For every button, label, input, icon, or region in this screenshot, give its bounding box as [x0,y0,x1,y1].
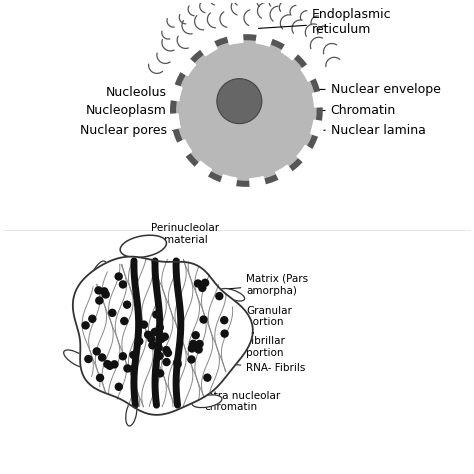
Circle shape [194,345,203,354]
Circle shape [162,346,171,354]
Circle shape [217,79,262,124]
Circle shape [95,296,103,305]
Text: Nucleolus: Nucleolus [106,86,221,99]
Circle shape [98,353,106,362]
Circle shape [157,335,165,343]
Circle shape [220,316,228,324]
Text: Chromatin: Chromatin [303,104,396,117]
Circle shape [156,369,164,378]
Circle shape [120,317,128,325]
Text: RNA- Fibrils: RNA- Fibrils [181,360,306,373]
Circle shape [144,330,152,339]
Circle shape [173,358,182,366]
Circle shape [220,329,229,338]
Circle shape [188,344,196,353]
Circle shape [198,283,207,292]
Text: Nucleoplasm: Nucleoplasm [86,104,204,117]
Circle shape [176,40,317,181]
Circle shape [94,286,103,294]
Circle shape [195,340,204,348]
Circle shape [110,360,118,369]
Circle shape [155,323,164,332]
Ellipse shape [129,240,159,260]
Circle shape [123,364,132,373]
Text: Intra nucleolar
chromatin: Intra nucleolar chromatin [172,378,281,412]
Circle shape [187,355,196,364]
Circle shape [92,347,101,356]
Circle shape [174,38,319,183]
Circle shape [201,279,210,287]
Circle shape [161,332,169,341]
Ellipse shape [90,261,106,286]
Text: Endoplasmic
reticulum: Endoplasmic reticulum [258,9,392,36]
Ellipse shape [232,337,249,356]
Circle shape [118,280,127,289]
Text: Nuclear envelope: Nuclear envelope [309,83,440,96]
Circle shape [203,374,211,382]
Circle shape [129,351,137,359]
Circle shape [96,374,104,382]
Circle shape [189,340,198,348]
Circle shape [151,328,159,336]
Circle shape [191,331,200,339]
Circle shape [82,321,90,329]
Circle shape [162,358,171,366]
Circle shape [88,315,97,323]
Circle shape [101,290,110,299]
Circle shape [106,362,114,370]
Ellipse shape [192,395,222,408]
Circle shape [155,344,163,352]
Circle shape [194,279,202,288]
Text: Nuclear pores: Nuclear pores [80,124,204,137]
Ellipse shape [120,235,166,257]
Circle shape [114,272,123,281]
Circle shape [147,335,155,343]
Circle shape [100,287,109,296]
Circle shape [84,355,92,363]
Circle shape [164,349,172,357]
Text: Fibrillar
portion: Fibrillar portion [191,336,285,358]
Circle shape [123,301,131,309]
Circle shape [170,34,323,187]
Text: Nuclear lamina: Nuclear lamina [300,124,426,137]
Circle shape [173,360,182,368]
Circle shape [103,360,111,368]
Text: Perinucleolar
material: Perinucleolar material [144,223,219,257]
Circle shape [118,352,127,361]
Polygon shape [73,256,253,415]
Circle shape [152,310,161,319]
Circle shape [108,309,117,317]
Circle shape [200,315,208,324]
Text: Granular
portion: Granular portion [200,306,292,328]
Ellipse shape [220,289,245,301]
Circle shape [140,320,148,329]
Ellipse shape [64,350,91,368]
Circle shape [148,341,156,349]
Ellipse shape [126,401,137,426]
Circle shape [155,352,164,360]
Circle shape [215,292,224,301]
Text: Matrix (Pars
amorpha): Matrix (Pars amorpha) [176,274,309,296]
Circle shape [135,337,144,346]
Circle shape [115,383,123,391]
Circle shape [129,365,137,373]
